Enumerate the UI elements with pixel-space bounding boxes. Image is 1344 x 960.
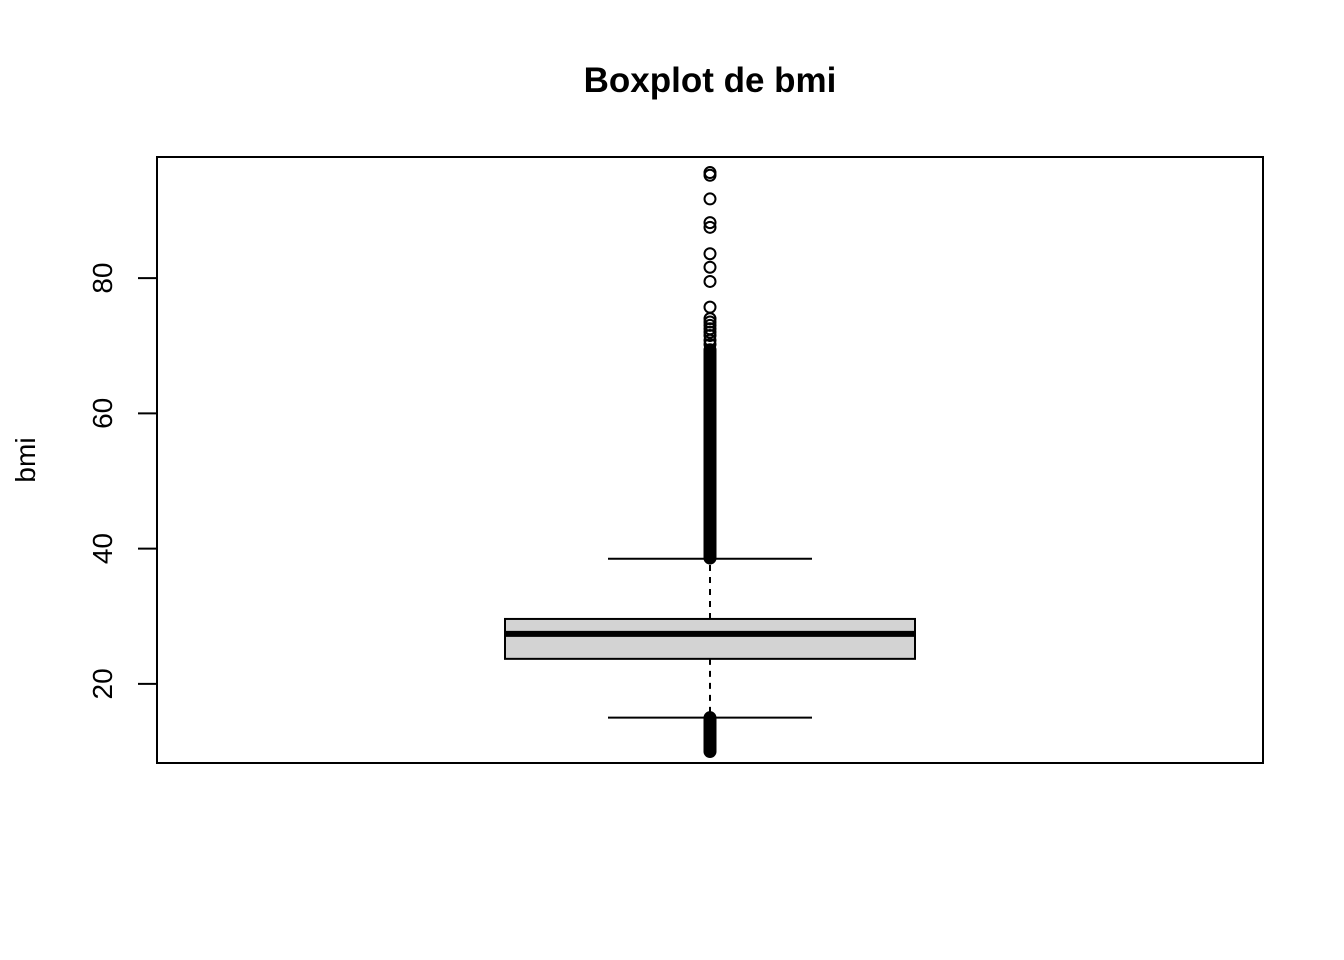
y-axis-label: bmi [10,437,41,482]
outlier-point [703,260,717,274]
outlier-point [703,166,717,180]
outlier-point [703,274,717,288]
outlier-point [703,711,717,725]
box-group [504,557,916,719]
y-tick-label: 80 [87,262,118,293]
outlier-points [703,166,717,759]
iqr-box [504,617,916,660]
outlier-point [703,337,717,351]
y-tick-label: 40 [87,533,118,564]
outlier-point [703,216,717,230]
chart-title: Boxplot de bmi [584,61,837,100]
outlier-point [703,247,717,261]
y-axis: 20 40 60 80 [87,262,158,699]
outlier-point [703,343,717,357]
y-tick-label: 20 [87,668,118,699]
y-tick-label: 60 [87,398,118,429]
outlier-point [703,192,717,206]
outlier-point [703,220,717,234]
outlier-point [703,300,717,314]
